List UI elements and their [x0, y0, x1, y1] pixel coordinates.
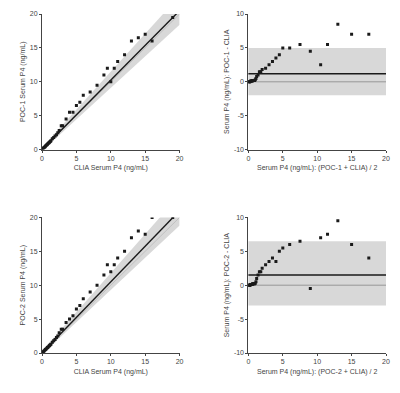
- svg-text:Serum P4 (ng/mL): (POC-2 + CLI: Serum P4 (ng/mL): (POC-2 + CLIA) / 2: [257, 368, 378, 376]
- svg-text:15: 15: [348, 155, 356, 162]
- svg-text:POC-1 Serum P4 (ng/mL): POC-1 Serum P4 (ng/mL): [19, 42, 27, 123]
- svg-text:20: 20: [176, 358, 184, 365]
- svg-text:-5: -5: [238, 112, 244, 119]
- svg-text:5: 5: [74, 155, 78, 162]
- svg-text:20: 20: [30, 214, 38, 221]
- svg-text:20: 20: [176, 155, 184, 162]
- svg-text:Serum P4 (ng/mL): POC-2 - CLIA: Serum P4 (ng/mL): POC-2 - CLIA: [223, 233, 231, 338]
- svg-text:-10: -10: [234, 146, 244, 153]
- svg-text:15: 15: [141, 155, 149, 162]
- svg-text:10: 10: [236, 214, 244, 221]
- svg-text:-10: -10: [234, 349, 244, 356]
- svg-text:0: 0: [40, 358, 44, 365]
- svg-text:20: 20: [30, 10, 38, 17]
- svg-text:0: 0: [40, 155, 44, 162]
- svg-text:0: 0: [34, 146, 38, 153]
- svg-text:0: 0: [34, 349, 38, 356]
- svg-text:Serum P4 (ng/mL): POC-1 - CLIA: Serum P4 (ng/mL): POC-1 - CLIA: [223, 29, 231, 134]
- svg-text:15: 15: [141, 358, 149, 365]
- svg-text:10: 10: [30, 282, 38, 289]
- svg-text:5: 5: [34, 316, 38, 323]
- svg-text:-5: -5: [238, 316, 244, 323]
- svg-text:Serum P4 (ng/mL): (POC-1 + CLI: Serum P4 (ng/mL): (POC-1 + CLIA) / 2: [257, 164, 378, 172]
- svg-text:0: 0: [246, 358, 250, 365]
- svg-text:15: 15: [348, 358, 356, 365]
- svg-text:POC-2 Serum P4 (ng/mL): POC-2 Serum P4 (ng/mL): [19, 245, 27, 326]
- svg-text:10: 10: [107, 155, 115, 162]
- svg-text:5: 5: [240, 248, 244, 255]
- svg-text:10: 10: [313, 155, 321, 162]
- svg-text:10: 10: [30, 78, 38, 85]
- svg-text:0: 0: [240, 282, 244, 289]
- svg-text:5: 5: [34, 112, 38, 119]
- svg-text:20: 20: [382, 358, 390, 365]
- svg-text:CLIA Serum P4 (ng/mL): CLIA Serum P4 (ng/mL): [74, 164, 148, 172]
- svg-text:20: 20: [382, 155, 390, 162]
- svg-text:10: 10: [236, 10, 244, 17]
- svg-text:10: 10: [107, 358, 115, 365]
- svg-text:5: 5: [74, 358, 78, 365]
- svg-text:10: 10: [313, 358, 321, 365]
- svg-text:0: 0: [240, 78, 244, 85]
- svg-text:5: 5: [281, 358, 285, 365]
- svg-text:0: 0: [246, 155, 250, 162]
- svg-text:5: 5: [281, 155, 285, 162]
- svg-text:CLIA Serum P4 (ng/mL): CLIA Serum P4 (ng/mL): [74, 368, 148, 376]
- svg-text:15: 15: [30, 44, 38, 51]
- svg-text:5: 5: [240, 44, 244, 51]
- svg-text:15: 15: [30, 248, 38, 255]
